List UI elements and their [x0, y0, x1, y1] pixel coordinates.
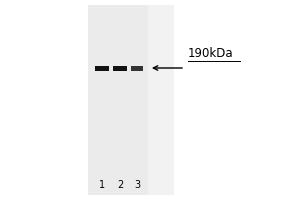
Bar — [131, 66, 143, 71]
Bar — [88, 5, 148, 195]
Text: 190kDa: 190kDa — [188, 47, 234, 60]
Text: 1: 1 — [99, 180, 105, 190]
Bar — [113, 66, 127, 71]
Text: 3: 3 — [134, 180, 140, 190]
Bar — [95, 66, 109, 71]
Text: 2: 2 — [117, 180, 123, 190]
Bar — [148, 5, 174, 195]
